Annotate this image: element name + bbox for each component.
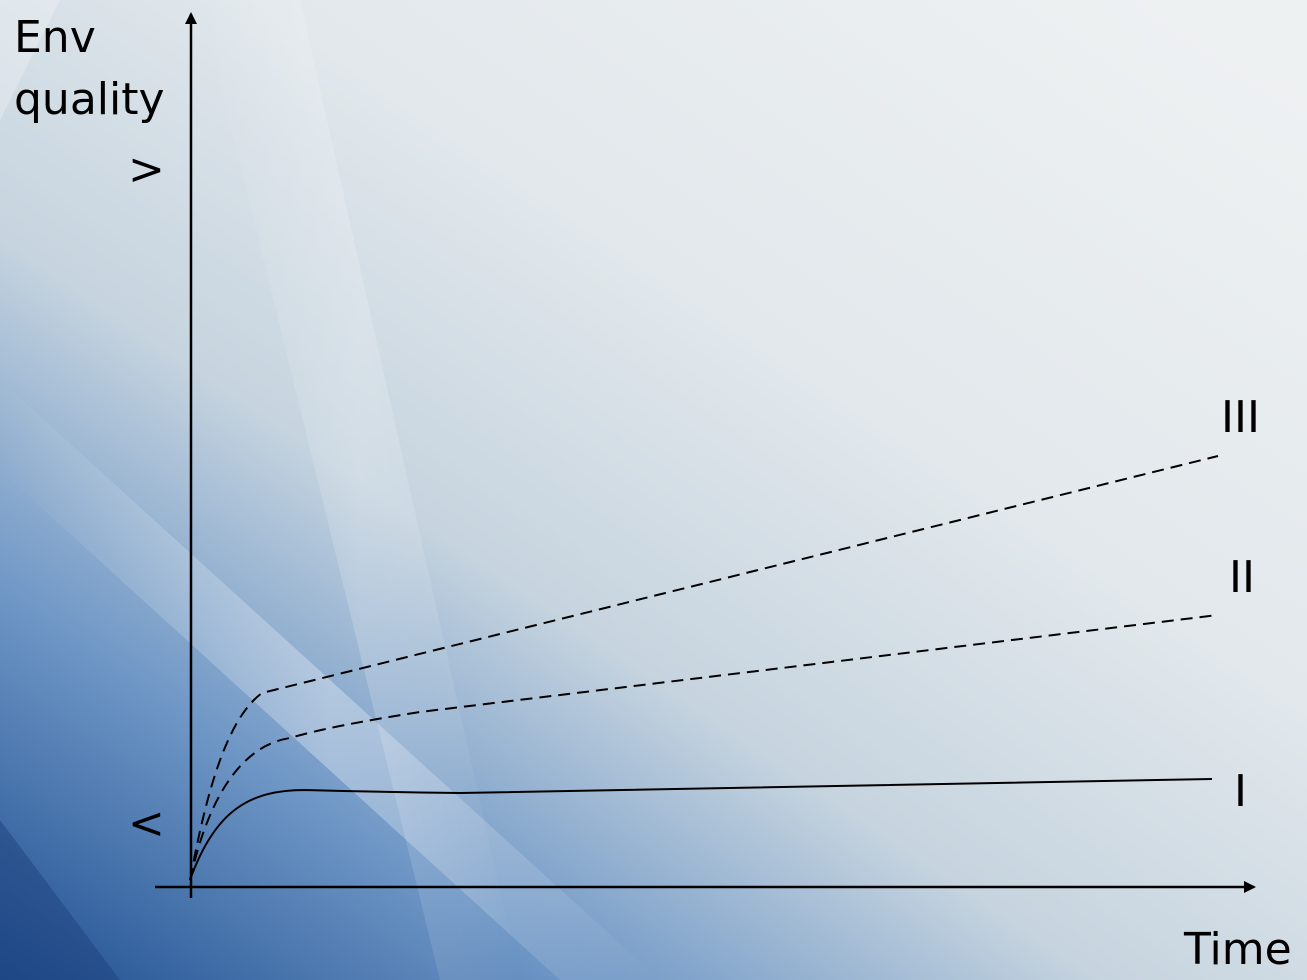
y-axis-high-marker: > [128,144,165,195]
curve-label-iii: III [1221,392,1260,443]
y-axis-label-line1: Env [14,12,96,63]
curve-iii [189,455,1219,881]
curve-i [189,778,1213,881]
curve-ii [189,614,1219,881]
curve-label-ii: II [1229,552,1255,603]
y-axis-label-line2: quality [14,74,165,125]
curve-label-i: I [1234,766,1247,817]
x-axis-label: Time [1184,924,1292,975]
y-axis-low-marker: < [128,798,165,849]
